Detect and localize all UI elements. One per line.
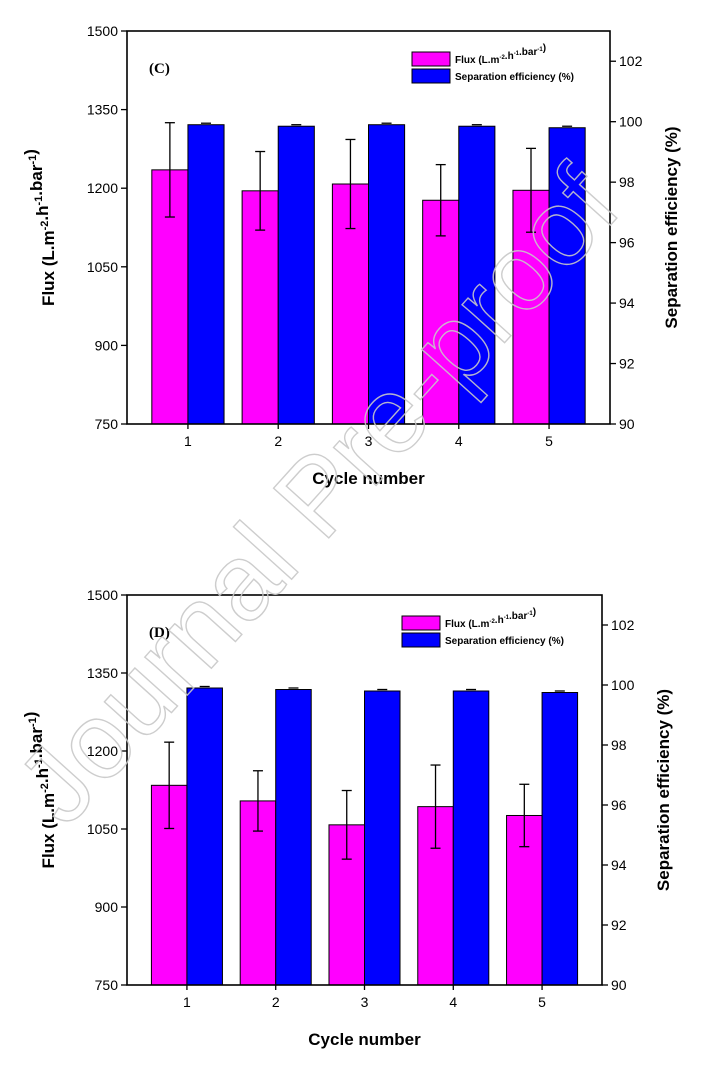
separation-bar-2	[275, 689, 312, 986]
y-left-tick-label-1200: 1200	[87, 743, 118, 759]
chart-panel-2: 1 2 3 4 5 750 900 1050 1200 1350 1500 90 92 94 96 98 100…	[21, 587, 673, 1049]
y-left-axis-title: Flux (L.m-2.h-1.bar-1)	[21, 149, 58, 306]
x-tick-label-2: 2	[274, 433, 282, 449]
legend-label-flux: Flux (L.m-2.h-1.bar-1)	[445, 607, 536, 630]
x-tick-label-1: 1	[184, 433, 192, 449]
separation-bar-1	[186, 687, 223, 986]
y-right-axis-title: Separation efficiency (%)	[662, 126, 681, 328]
y-right-tick-label-94: 94	[611, 857, 627, 873]
x-tick-label-1: 1	[183, 994, 191, 1010]
x-tick-label-3: 3	[361, 994, 369, 1010]
chart-panel-1: 1 2 3 4 5 750 900 1050 1200 1350 1500 90 92 94 96 98 100…	[21, 23, 681, 488]
separation-bar-5	[548, 127, 586, 425]
y-left-axis-title: Flux (L.m-2.h-1.bar-1)	[21, 712, 58, 869]
legend-swatch-flux	[411, 51, 451, 67]
panel-label: (C)	[149, 61, 170, 77]
x-tick-label-5: 5	[545, 433, 553, 449]
legend-swatch-separation	[401, 632, 441, 648]
x-tick-label-5: 5	[538, 994, 546, 1010]
y-right-tick-label-96: 96	[619, 235, 635, 251]
y-left-tick-label-900: 900	[95, 899, 119, 915]
y-right-tick-label-102: 102	[619, 53, 643, 69]
separation-bar-4	[452, 690, 490, 986]
legend-swatch-separation	[411, 68, 451, 84]
separation-bar-1	[187, 124, 225, 425]
y-right-tick-label-94: 94	[619, 295, 635, 311]
y-left-tick-label-750: 750	[95, 977, 119, 993]
y-right-tick-label-92: 92	[611, 917, 627, 933]
separation-bar-4	[458, 125, 496, 425]
y-left-tick-label-1050: 1050	[87, 259, 118, 275]
legend-label-flux: Flux (L.m-2.h-1.bar-1)	[455, 43, 546, 66]
legend-label-separation: Separation efficiency (%)	[445, 636, 564, 647]
separation-bar-5	[541, 692, 579, 986]
x-tick-label-4: 4	[455, 433, 463, 449]
y-right-tick-label-92: 92	[619, 356, 635, 372]
y-right-tick-label-98: 98	[611, 737, 627, 753]
y-right-tick-label-98: 98	[619, 174, 635, 190]
y-left-tick-label-1050: 1050	[87, 821, 118, 837]
legend-swatch-flux	[401, 615, 441, 631]
separation-bar-2	[277, 125, 315, 425]
y-left-tick-label-750: 750	[95, 416, 119, 432]
y-left-tick-label-1200: 1200	[87, 180, 118, 196]
flux-bar-4	[422, 199, 460, 425]
y-right-tick-label-90: 90	[611, 977, 627, 993]
legend-label-separation: Separation efficiency (%)	[455, 72, 574, 83]
plot-frame	[126, 594, 603, 986]
y-right-tick-label-96: 96	[611, 797, 627, 813]
y-right-tick-label-100: 100	[619, 114, 643, 130]
y-right-tick-label-102: 102	[611, 617, 635, 633]
y-left-tick-label-900: 900	[95, 337, 119, 353]
x-tick-label-4: 4	[449, 994, 457, 1010]
y-right-axis-title: Separation efficiency (%)	[654, 689, 673, 891]
legend: Flux (L.m-2.h-1.bar-1) Separation efficie…	[411, 43, 574, 84]
panel-label: (D)	[149, 625, 170, 641]
x-tick-label-3: 3	[365, 433, 373, 449]
legend: Flux (L.m-2.h-1.bar-1) Separation efficie…	[401, 607, 564, 648]
x-axis-title: Cycle number	[312, 469, 425, 488]
y-right-tick-label-100: 100	[611, 677, 635, 693]
separation-bar-3	[368, 124, 406, 425]
x-axis-title: Cycle number	[308, 1030, 421, 1049]
x-tick-label-2: 2	[272, 994, 280, 1010]
y-left-tick-label-1500: 1500	[87, 587, 118, 603]
y-right-tick-label-90: 90	[619, 416, 635, 432]
y-left-tick-label-1350: 1350	[87, 665, 118, 681]
y-left-tick-label-1350: 1350	[87, 102, 118, 118]
plot-frame	[126, 30, 611, 425]
y-left-tick-label-1500: 1500	[87, 23, 118, 39]
separation-bar-3	[364, 690, 401, 986]
